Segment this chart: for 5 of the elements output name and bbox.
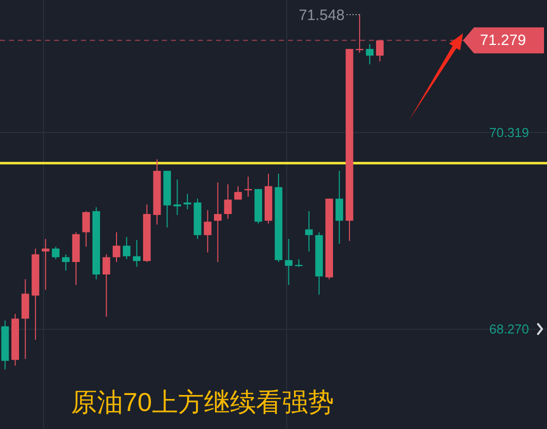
y-tick-label: 68.270 — [489, 322, 529, 337]
annotation: 原油70上方继续看强势 — [71, 387, 334, 417]
annotation: 71.548 — [298, 7, 345, 24]
ref-line-label: 71.279 — [480, 32, 526, 49]
y-tick-label: 70.319 — [489, 125, 529, 140]
